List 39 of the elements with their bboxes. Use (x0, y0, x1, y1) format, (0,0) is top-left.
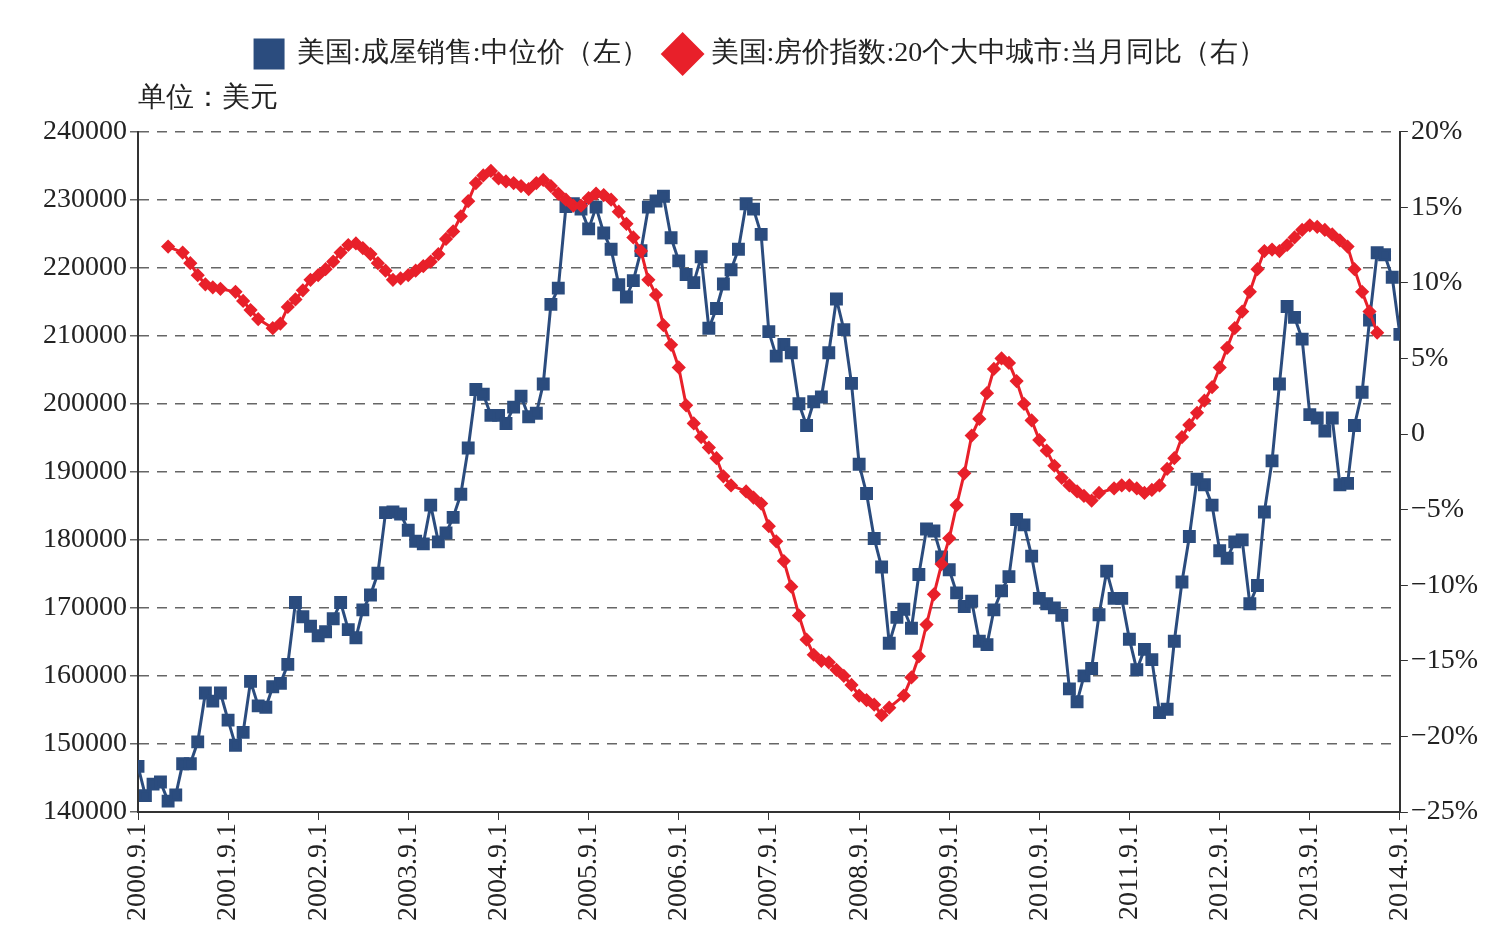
y2-tick-label: 5% (1410, 340, 1449, 372)
x-tick-label: 2012.9.1 (1202, 823, 1234, 921)
x-tick-label: 2008.9.1 (841, 823, 873, 921)
legend-label: 美国:成屋销售:中位价（左） (297, 36, 649, 68)
x-tick-label: 2013.9.1 (1292, 823, 1324, 921)
y-tick-label: 150000 (43, 726, 127, 758)
y2-tick-label: 20% (1410, 113, 1463, 145)
legend-label: 美国:房价指数:20个大中城市:当月同比（右） (710, 36, 1266, 68)
x-tick-label: 2000.9.1 (120, 823, 152, 921)
y2-tick-label: 0 (1410, 416, 1425, 448)
y2-tick-label: −10% (1410, 567, 1479, 599)
text: 单位：美元 (138, 81, 278, 113)
y2-tick-label: 15% (1410, 189, 1463, 221)
x-tick-label: 2005.9.1 (571, 823, 603, 921)
x-tick-label: 2010.9.1 (1021, 823, 1053, 921)
y-tick-label: 210000 (43, 318, 127, 350)
x-tick-label: 2002.9.1 (300, 823, 332, 921)
y-tick-label: 240000 (43, 113, 127, 145)
x-tick-label: 2014.9.1 (1382, 823, 1414, 921)
y-tick-label: 160000 (43, 658, 127, 690)
x-tick-label: 2006.9.1 (661, 823, 693, 921)
y2-tick-label: 10% (1410, 265, 1463, 297)
x-tick-label: 2001.9.1 (210, 823, 242, 921)
y-tick-label: 190000 (43, 454, 127, 486)
y-tick-label: 230000 (43, 182, 127, 213)
y-tick-label: 200000 (43, 386, 127, 418)
x-tick-label: 2004.9.1 (480, 823, 512, 921)
x-tick-label: 2009.9.1 (931, 823, 963, 921)
y2-tick-label: −5% (1410, 491, 1465, 523)
y-tick-label: 220000 (43, 250, 127, 282)
x-tick-label: 2007.9.1 (751, 823, 783, 921)
x-tick-label: 2003.9.1 (390, 823, 422, 921)
y2-tick-label: −20% (1410, 718, 1479, 750)
y-tick-label: 170000 (43, 590, 127, 622)
x-tick-label: 2011.9.1 (1111, 823, 1143, 920)
y-tick-label: 140000 (43, 794, 127, 826)
y2-tick-label: −15% (1410, 643, 1479, 675)
y-tick-label: 180000 (43, 522, 127, 554)
y2-tick-label: −25% (1410, 794, 1479, 826)
